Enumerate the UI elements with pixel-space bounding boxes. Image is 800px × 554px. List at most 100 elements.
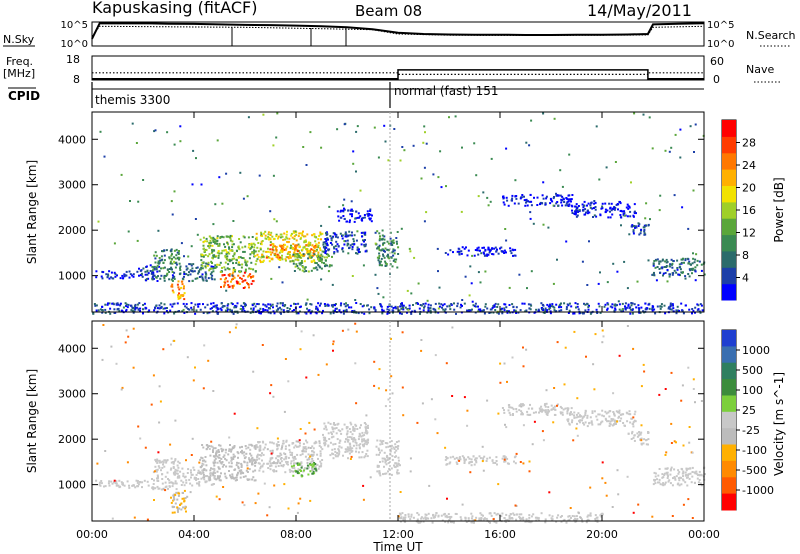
heatmap-cell <box>305 450 307 453</box>
heatmap-cell <box>269 312 272 315</box>
heatmap-cell <box>343 217 346 220</box>
heatmap-cell <box>684 304 687 307</box>
heatmap-cell <box>286 245 289 248</box>
heatmap-cell <box>658 262 661 265</box>
heatmap-cell <box>472 304 475 307</box>
heatmap-cell <box>186 495 189 498</box>
heatmap-cell <box>244 268 247 271</box>
heatmap-cell <box>520 405 523 408</box>
heatmap-cell <box>224 475 227 478</box>
heatmap-cell <box>235 323 238 326</box>
heatmap-cell <box>323 241 326 244</box>
heatmap-cell <box>217 250 220 253</box>
heatmap-cell <box>530 270 533 273</box>
heatmap-cell <box>666 280 669 283</box>
heatmap-cell <box>127 335 130 338</box>
heatmap-cell <box>675 271 678 274</box>
heatmap-cell <box>253 445 256 448</box>
heatmap-cell <box>622 213 625 216</box>
heatmap-cell <box>691 471 694 473</box>
heatmap-cell <box>167 478 169 480</box>
velocity-y-axis-label: Slant Range [km] <box>25 369 39 473</box>
heatmap-cell <box>676 267 679 269</box>
heatmap-cell <box>331 426 334 429</box>
heatmap-cell <box>317 373 320 376</box>
heatmap-cell <box>358 435 361 438</box>
heatmap-cell <box>179 269 182 271</box>
noise-right-tick-top: 10^5 <box>707 20 734 31</box>
heatmap-cell <box>474 305 477 308</box>
heatmap-cell <box>484 305 487 308</box>
heatmap-cell <box>520 413 523 416</box>
heatmap-cell <box>219 461 222 464</box>
heatmap-cell <box>635 226 638 229</box>
heatmap-cell <box>154 458 157 461</box>
heatmap-cell <box>649 218 651 221</box>
heatmap-cell <box>534 516 537 519</box>
heatmap-cell <box>190 476 192 479</box>
heatmap-cell <box>362 264 365 267</box>
heatmap-cell <box>101 311 104 314</box>
heatmap-cell <box>420 304 423 307</box>
heatmap-cell <box>324 238 327 240</box>
heatmap-cell <box>304 266 307 269</box>
heatmap-cell <box>440 514 443 517</box>
heatmap-cell <box>281 235 284 238</box>
heatmap-cell <box>238 248 241 251</box>
heatmap-cell <box>536 517 539 520</box>
heatmap-cell <box>258 462 261 465</box>
heatmap-cell <box>201 264 204 267</box>
heatmap-cell <box>348 452 351 455</box>
heatmap-cell <box>221 461 224 463</box>
heatmap-cell <box>211 244 214 247</box>
heatmap-cell <box>698 260 701 263</box>
heatmap-cell <box>463 456 465 459</box>
heatmap-cell <box>661 258 664 261</box>
heatmap-cell <box>270 304 273 307</box>
heatmap-cell <box>619 420 622 422</box>
heatmap-cell <box>297 440 300 443</box>
heatmap-cell <box>314 463 317 465</box>
heatmap-cell <box>633 419 636 422</box>
heatmap-cell <box>143 302 146 305</box>
heatmap-cell <box>153 254 156 257</box>
heatmap-cell <box>222 236 225 239</box>
heatmap-cell <box>254 479 257 482</box>
heatmap-cell <box>620 216 623 219</box>
cpid-segment-2: normal (fast) 151 <box>394 84 498 98</box>
heatmap-cell <box>470 517 473 520</box>
heatmap-cell <box>475 459 478 462</box>
heatmap-cell <box>332 423 335 426</box>
heatmap-cell <box>176 476 179 479</box>
heatmap-cell <box>262 250 265 253</box>
heatmap-cell <box>132 307 135 309</box>
heatmap-cell <box>659 194 662 197</box>
heatmap-cell <box>470 512 473 515</box>
heatmap-cell <box>163 277 166 280</box>
heatmap-cell <box>573 411 576 414</box>
heatmap-cell <box>583 302 585 305</box>
heatmap-cell <box>638 311 641 314</box>
heatmap-cell <box>639 438 642 441</box>
heatmap-cell <box>577 511 580 514</box>
heatmap-cell <box>200 456 203 459</box>
frequency-line <box>92 69 704 80</box>
heatmap-cell <box>207 359 210 362</box>
heatmap-cell <box>694 306 697 309</box>
heatmap-cell <box>134 306 137 309</box>
heatmap-cell <box>298 246 301 248</box>
heatmap-cell <box>220 462 223 465</box>
heatmap-cell <box>390 305 393 308</box>
heatmap-cell <box>386 459 389 461</box>
heatmap-cell <box>357 438 360 441</box>
heatmap-cell <box>509 513 512 516</box>
heatmap-cell <box>564 204 567 207</box>
heatmap-cell <box>601 341 604 344</box>
heatmap-cell <box>302 254 305 257</box>
heatmap-cell <box>303 240 306 243</box>
heatmap-cell <box>387 398 390 401</box>
heatmap-cell <box>209 454 212 457</box>
heatmap-cell <box>256 253 259 256</box>
heatmap-cell <box>312 470 315 473</box>
heatmap-cell <box>293 270 296 272</box>
